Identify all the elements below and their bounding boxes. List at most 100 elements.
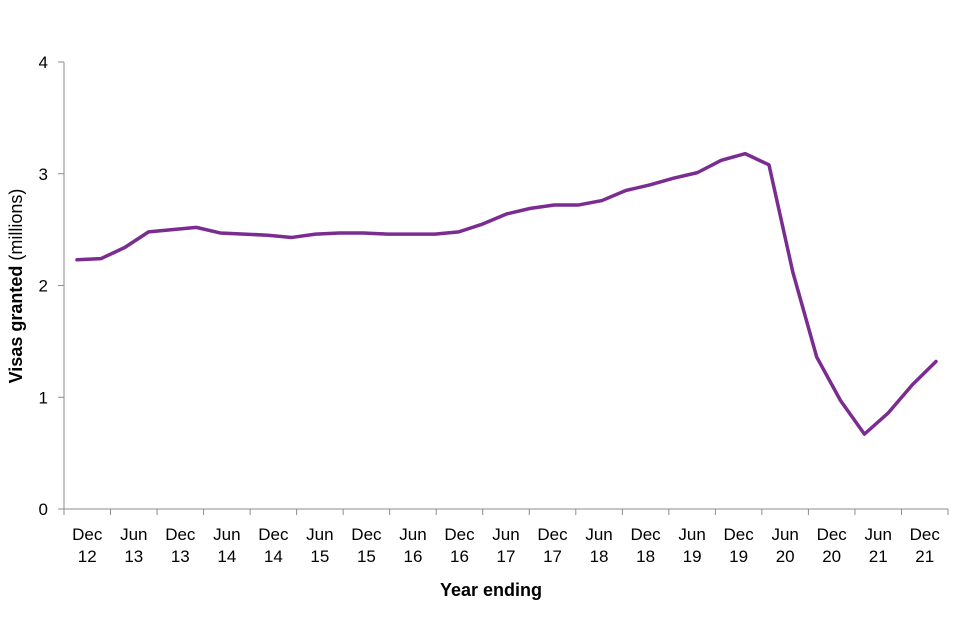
x-tick-label: Jun 18 [585,525,612,566]
data-point [242,232,246,236]
x-tick-label-year: 21 [869,547,888,566]
x-tick-label-month: Jun [585,525,612,544]
x-tick-label: Dec 14 [258,525,289,566]
x-tick-label-year: 20 [822,547,841,566]
axes [63,62,948,510]
data-point [218,231,222,235]
x-tick-label-month: Dec [817,525,848,544]
data-point [719,158,723,162]
x-tick-label: Dec 16 [444,525,475,566]
x-tick-label-year: 21 [915,547,934,566]
data-point [337,231,341,235]
x-tick-label-month: Jun [492,525,519,544]
x-tick-label-month: Jun [213,525,240,544]
x-tick-label: Jun 14 [213,525,240,566]
x-tick-label-year: 17 [543,547,562,566]
x-tick-label: Dec 20 [817,525,848,566]
data-point [648,183,652,187]
data-point [75,258,79,262]
x-tick-label-year: 14 [264,547,283,566]
x-tick-label-year: 13 [171,547,190,566]
data-point [409,232,413,236]
x-tick-label-year: 17 [497,547,516,566]
x-tick-label-year: 15 [357,547,376,566]
y-tick-label: 0 [39,500,48,519]
x-tick-label-year: 16 [403,547,422,566]
x-tick-label: Dec 17 [537,525,568,566]
x-tick-label: Jun 16 [399,525,426,566]
data-point [170,228,174,232]
x-tick-label: Dec 19 [724,525,755,566]
x-tick-label: Jun 21 [864,525,891,566]
x-tick-label-month: Dec [351,525,382,544]
data-point [815,355,819,359]
x-tick-label: Jun 13 [120,525,147,566]
x-tick-label: Dec 12 [72,525,103,566]
x-tick-label-year: 13 [124,547,143,566]
data-point [481,222,485,226]
x-tick-label-month: Dec [165,525,196,544]
data-point [385,232,389,236]
data-point [99,257,103,261]
x-tick-label-month: Jun [771,525,798,544]
y-axis-title-bold: Visas granted [6,266,26,384]
x-tick-label: Jun 19 [678,525,705,566]
data-point [457,230,461,234]
data-point [266,233,270,237]
data-point [314,232,318,236]
x-tick-label-month: Jun [120,525,147,544]
x-tick-label-year: 12 [78,547,97,566]
x-tick-label: Dec 21 [910,525,941,566]
x-tick-label-month: Dec [724,525,755,544]
x-tick-label-month: Dec [444,525,475,544]
x-ticks: Dec 12 Jun 13 Dec 13 Jun 14 Dec 14 Jun 15 Dec 15 Jun 16… [63,509,949,566]
data-point [505,212,509,216]
data-point [910,383,914,387]
x-tick-label-year: 14 [217,547,236,566]
data-point [791,270,795,274]
x-tick-label-year: 19 [683,547,702,566]
y-tick-label: 3 [39,165,48,184]
x-axis-title: Year ending [440,580,542,600]
y-ticks: 0 1 2 3 4 [39,53,64,519]
x-tick-label-year: 15 [310,547,329,566]
y-axis-title-unit: (millions) [6,189,26,266]
data-point [695,171,699,175]
x-tick-label-month: Jun [306,525,333,544]
x-tick-label: Jun 20 [771,525,798,566]
x-tick-label-year: 20 [776,547,795,566]
data-point [576,203,580,207]
y-tick-label: 2 [39,277,48,296]
x-tick-label: Dec 18 [630,525,661,566]
data-points [75,152,938,436]
x-tick-label: Dec 13 [165,525,196,566]
y-tick-label: 4 [39,53,48,72]
data-point [839,399,843,403]
data-point [552,203,556,207]
x-tick-label-month: Jun [399,525,426,544]
data-point [290,235,294,239]
data-point [361,231,365,235]
data-point [767,163,771,167]
data-point [194,225,198,229]
x-tick-label-year: 18 [590,547,609,566]
data-point [433,232,437,236]
x-tick-label-month: Jun [678,525,705,544]
data-point [672,176,676,180]
x-tick-label-year: 18 [636,547,655,566]
data-point [934,359,938,363]
data-point [862,432,866,436]
data-point [743,152,747,156]
y-tick-label: 1 [39,388,48,407]
x-tick-label-month: Dec [537,525,568,544]
x-tick-label-month: Dec [630,525,661,544]
y-axis-title: Visas granted (millions) [6,189,26,384]
data-point [600,199,604,203]
x-tick-label-month: Dec [910,525,941,544]
x-tick-label-month: Dec [258,525,289,544]
x-tick-label-month: Jun [864,525,891,544]
data-point [624,189,628,193]
x-tick-label: Jun 17 [492,525,519,566]
x-tick-label: Dec 15 [351,525,382,566]
